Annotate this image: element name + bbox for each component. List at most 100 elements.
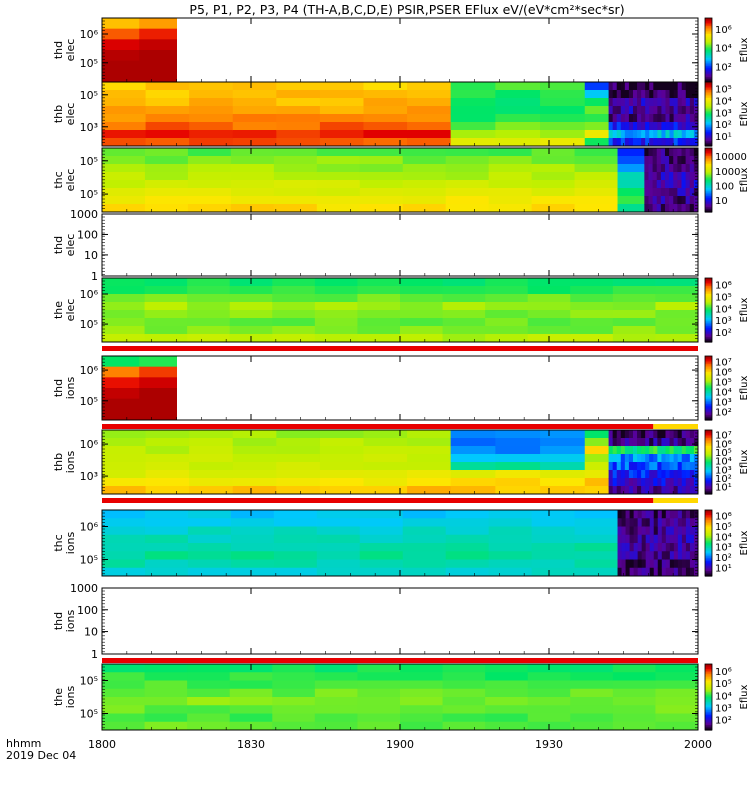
spectrogram-cell [661, 486, 666, 495]
colorbar-swatch [705, 546, 712, 549]
spectrogram-cell [488, 156, 533, 165]
spectrogram-cell [673, 188, 678, 197]
colorbar-swatch [705, 318, 712, 321]
colorbar-swatch [705, 58, 712, 61]
spectrogram-cell [608, 446, 614, 455]
spectrogram-cell [629, 559, 635, 569]
spectrogram-cell [273, 510, 318, 519]
spectrogram-cell [645, 567, 651, 577]
spectrogram-cell [648, 204, 654, 213]
spectrogram-cell [357, 294, 401, 303]
colorbar-swatch [705, 93, 712, 96]
spectrogram-cell [681, 172, 687, 181]
spectrogram-cell [145, 114, 190, 123]
colorbar-swatch [705, 675, 712, 678]
spectrogram-cell [229, 318, 273, 327]
spectrogram-cell [485, 326, 529, 335]
spectrogram-cell [641, 470, 646, 479]
spectrogram-cell [273, 551, 318, 560]
spectrogram-cell [673, 486, 679, 495]
spectrogram-cell [649, 130, 654, 139]
spectrogram-cell [319, 462, 364, 471]
x-tick-label: 1830 [237, 738, 265, 751]
spectrogram-cell [664, 156, 670, 165]
spectrogram-cell [628, 470, 634, 479]
spectrogram-cell [685, 462, 691, 471]
spectrogram-cell [637, 98, 642, 107]
spectrogram-cell [693, 567, 699, 577]
colorbar-swatch [705, 559, 712, 562]
colorbar-swatch [705, 114, 712, 117]
spectrogram-cell [527, 680, 571, 690]
spectrogram-cell [102, 60, 140, 72]
spectrogram-cell [102, 196, 146, 205]
spectrogram-cell [655, 334, 699, 343]
spectrogram-cell [442, 278, 486, 287]
spectrogram-cell [632, 486, 638, 495]
spectrogram-cell [637, 526, 643, 536]
spectrogram-cell [187, 148, 232, 157]
spectrogram-cell [661, 98, 666, 107]
spectrogram-cell [689, 204, 695, 213]
colorbar-tick-label: 10³ [715, 316, 732, 327]
spectrogram-cell [144, 164, 189, 173]
colorbar-swatch [705, 332, 712, 335]
spectrogram-cell [669, 114, 675, 123]
spectrogram-cell [608, 82, 614, 91]
spectrogram-cell [357, 318, 401, 327]
spectrogram-cell [681, 138, 687, 147]
spectrogram-cell [616, 114, 622, 123]
spectrogram-cell [102, 286, 146, 295]
colorbar-swatch [705, 534, 712, 537]
spectrogram-cell [693, 478, 699, 487]
spectrogram-cell [527, 705, 571, 714]
spectrogram-cell [612, 486, 618, 495]
spectrogram-cell [230, 172, 275, 181]
colorbar-swatch [705, 300, 712, 303]
colorbar-swatch [705, 698, 712, 701]
spectrogram-cell [272, 286, 316, 295]
spectrogram-cell [685, 478, 691, 487]
spectrogram-cell [574, 204, 619, 213]
spectrogram-cell [187, 310, 231, 319]
colorbar-swatch [705, 408, 712, 411]
spectrogram-cell [232, 478, 277, 487]
colorbar-swatch [705, 466, 712, 469]
spectrogram-cell [445, 510, 490, 519]
spectrogram-cell [661, 470, 666, 479]
spectrogram-cell [657, 534, 663, 544]
spectrogram-cell [677, 534, 683, 544]
spectrogram-cell [693, 188, 699, 197]
colorbar-swatch [705, 463, 712, 466]
spectrogram-cell [488, 148, 533, 157]
spectrogram-cell [616, 138, 622, 147]
spectrogram-cell [655, 310, 699, 319]
spectrogram-cell [693, 454, 699, 463]
panel-label-species: ions [64, 685, 77, 708]
spectrogram-cell [527, 286, 571, 295]
spectrogram-cell [612, 470, 618, 479]
spectrogram-cell [488, 180, 533, 189]
spectrogram-cell [685, 559, 691, 569]
colorbar-tick-label: 10³ [715, 543, 732, 554]
spectrogram-cell [681, 486, 687, 495]
spectrogram-cell [402, 510, 447, 519]
spectrogram-cell [669, 122, 675, 131]
spectrogram-cell [693, 534, 699, 544]
spectrogram-cell [402, 567, 447, 577]
colorbar-label: Eflux [739, 375, 750, 400]
colorbar-swatch [705, 486, 712, 489]
colorbar-swatch [705, 204, 712, 207]
status-bar [102, 346, 698, 351]
spectrogram-cell [232, 122, 277, 131]
spectrogram-cell [316, 172, 361, 181]
spectrogram-cell [677, 486, 683, 495]
spectrogram-cell [649, 106, 654, 115]
spectrogram-cell [187, 534, 232, 544]
spectrogram-cell [617, 164, 645, 173]
spectrogram-cell [584, 98, 610, 107]
spectrogram-cell [612, 98, 618, 107]
spectrogram-cell [657, 454, 662, 463]
spectrogram-cell [488, 543, 533, 552]
